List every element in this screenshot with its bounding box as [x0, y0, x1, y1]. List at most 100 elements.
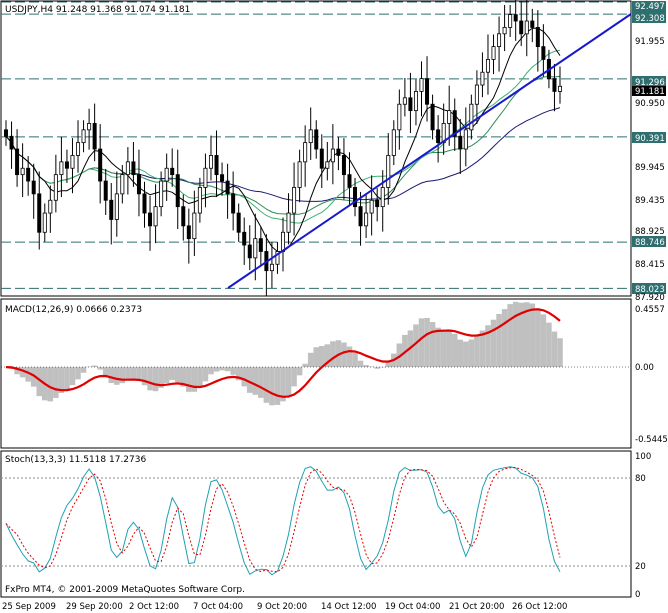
candle [535, 10, 540, 72]
macd-axis-label: -0.5445 [635, 435, 668, 445]
candle [42, 203, 47, 242]
macd-bar [496, 313, 502, 368]
candle [297, 149, 302, 203]
macd-bar [258, 367, 264, 398]
macd-bar [125, 367, 131, 380]
candle [103, 168, 108, 215]
price-label: 92.497 [635, 2, 665, 12]
candle [269, 241, 274, 288]
candle [336, 136, 341, 171]
candle [358, 191, 363, 246]
macd-bar [535, 308, 541, 368]
macd-bar [235, 367, 242, 381]
candle [197, 177, 202, 223]
price-panel-title: USDJPY,H4 91.248 91.368 91.074 91.181 [5, 5, 190, 15]
macd-bar [374, 367, 380, 369]
candle [175, 149, 180, 230]
macd-bar [357, 360, 364, 368]
macd-bar [91, 365, 98, 368]
candle [325, 142, 330, 181]
candle [375, 188, 380, 222]
price-label: 91.296 [635, 78, 665, 88]
candle [81, 120, 86, 153]
candle [397, 89, 402, 150]
time-label: 29 Sep 20:00 [66, 602, 123, 612]
stoch-panel-title: Stoch(13,3,3) 11.5118 17.2736 [5, 455, 146, 465]
macd-bar [163, 367, 170, 383]
candle [458, 118, 463, 175]
candle [98, 124, 103, 204]
macd-bar [180, 367, 187, 387]
macd-bar [385, 361, 392, 368]
trendline[interactable] [227, 13, 632, 289]
candle [9, 121, 14, 169]
macd-bar [130, 367, 137, 379]
candle [413, 79, 418, 126]
macd-bar [269, 367, 275, 406]
macd-bar [219, 367, 225, 371]
macd-bar [114, 367, 120, 385]
candle [136, 149, 141, 217]
macd-bar [330, 341, 336, 368]
candle [192, 190, 197, 256]
macd-bar [341, 342, 347, 368]
candle [131, 142, 136, 187]
macd-bar [291, 367, 297, 387]
candle [64, 149, 69, 183]
macd-bar [58, 367, 65, 394]
candle [369, 175, 374, 236]
candle [441, 103, 446, 155]
candle [497, 16, 502, 72]
candle [15, 129, 20, 187]
macd-bar [446, 329, 452, 368]
candle [391, 120, 396, 166]
macd-bar [25, 367, 31, 382]
price-tag-92-497 [632, 1, 666, 12]
copyright-text: FxPro MT4, © 2001-2009 MetaQuotes Softwa… [5, 585, 245, 595]
macd-bar [53, 367, 59, 398]
macd-bar [302, 363, 308, 368]
macd-bar [435, 327, 441, 368]
candle [31, 163, 36, 219]
macd-bar [14, 367, 20, 375]
candle [480, 52, 485, 98]
candles [4, 0, 563, 296]
candle [203, 153, 208, 208]
time-label: 19 Oct 04:00 [385, 602, 440, 612]
macd-bar [252, 367, 259, 395]
candle [491, 34, 496, 75]
time-label: 2 Oct 12:00 [129, 602, 179, 612]
time-label: 9 Oct 20:00 [257, 602, 307, 612]
macd-bar [246, 367, 253, 393]
candle [502, 5, 507, 52]
candle [4, 120, 9, 146]
price-label: 88.746 [635, 238, 665, 248]
candle [469, 94, 474, 140]
macd-bar [280, 367, 286, 402]
macd-bar [324, 344, 331, 368]
macd-axis: 0.4557 0.00 -0.5445 [635, 305, 668, 445]
macd-axis-label: 0.4557 [635, 305, 665, 315]
macd-bar [147, 367, 153, 391]
stoch-panel[interactable] [0, 450, 632, 598]
price-tag-88-746 [632, 236, 666, 247]
macd-bar [169, 367, 175, 380]
macd-bar [213, 367, 220, 372]
macd-bar [551, 331, 558, 368]
stoch-main-line [5, 466, 561, 576]
candle [402, 77, 407, 117]
macd-bar [540, 314, 547, 368]
price-tag-90-391 [632, 132, 666, 143]
candle [247, 225, 252, 271]
stoch-signal-line [5, 466, 561, 573]
candle [26, 156, 31, 196]
candle [519, 1, 524, 46]
candle [208, 135, 213, 181]
candle [120, 165, 125, 204]
candle [513, 0, 518, 41]
macd-bar [230, 367, 236, 375]
macd-bar [102, 367, 109, 376]
candle [275, 241, 280, 274]
price-label: 87.920 [635, 293, 665, 303]
